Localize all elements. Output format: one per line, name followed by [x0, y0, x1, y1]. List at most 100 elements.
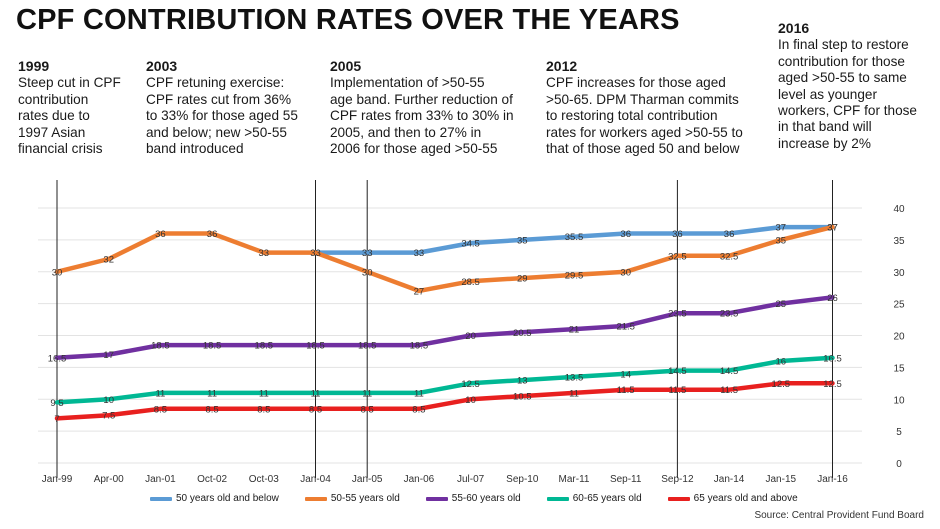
data-label: 26: [827, 293, 838, 304]
y-tick-label: 15: [893, 363, 905, 374]
data-label: 11: [362, 388, 372, 399]
data-label: 20.5: [513, 328, 532, 339]
data-label: 18.5: [306, 341, 325, 352]
data-label: 32.5: [720, 251, 739, 262]
legend-label: 55-60 years old: [451, 493, 521, 504]
series-line: [54, 295, 835, 361]
legend-item: 60-65 years old: [546, 493, 642, 504]
x-tick-label: Oct-02: [197, 474, 227, 485]
note-text: Implementation of >50-55 age band. Furth…: [330, 75, 514, 157]
data-label: 11: [207, 388, 217, 399]
data-label: 13: [517, 376, 528, 387]
x-tick-label: Jan-04: [300, 474, 331, 485]
data-label: 16: [776, 357, 787, 368]
data-label: 7: [54, 414, 59, 425]
x-tick-label: Oct-03: [249, 474, 279, 485]
y-tick-label: 40: [893, 204, 905, 215]
data-label: 10.5: [513, 392, 532, 403]
legend-swatch: [546, 496, 569, 501]
x-tick-label: Apr-00: [94, 474, 124, 485]
data-label: 21.5: [616, 321, 635, 332]
note-year: 1999: [18, 58, 50, 74]
data-label: 18.5: [255, 341, 274, 352]
legend-swatch: [304, 496, 327, 501]
data-label: 10: [465, 395, 476, 406]
note-year: 2016: [778, 20, 810, 36]
x-tick-label: Jan-16: [817, 474, 848, 485]
x-tick-label: Jul-07: [457, 474, 485, 485]
series-line: [54, 381, 835, 421]
note-year: 2003: [146, 58, 178, 74]
x-tick-label: Mar-11: [559, 474, 590, 485]
note-2003: 2003 CPF retuning exercise: CPF rates cu…: [146, 58, 326, 157]
data-label: 16.5: [823, 353, 842, 364]
data-label: 28.5: [461, 277, 480, 288]
data-label: 7.5: [102, 411, 115, 422]
note-text: CPF increases for those aged >50-65. DPM…: [546, 75, 743, 157]
data-label: 20: [465, 331, 476, 342]
data-label: 32: [103, 255, 114, 266]
data-label: 14: [620, 369, 631, 380]
legend-label: 60-65 years old: [572, 493, 642, 504]
chart-legend: 50 years old and below 50-55 years old 55-…: [150, 493, 824, 504]
data-label: 29.5: [565, 270, 584, 281]
data-label: 9.5: [50, 398, 63, 409]
data-label: 12.5: [772, 379, 791, 390]
x-tick-label: Sep-12: [661, 474, 694, 485]
legend-item: 55-60 years old: [425, 493, 521, 504]
data-label: 18.5: [203, 341, 222, 352]
legend-swatch: [425, 496, 448, 501]
chart-title: CPF CONTRIBUTION RATES OVER THE YEARS: [16, 4, 680, 36]
x-tick-label: Sep-11: [610, 474, 642, 485]
data-label: 36: [724, 229, 735, 240]
legend-swatch: [150, 496, 172, 501]
data-label: 35: [776, 235, 787, 246]
y-tick-label: 20: [893, 332, 905, 343]
note-2012: 2012 CPF increases for those aged >50-65…: [546, 58, 771, 157]
data-label: 35: [517, 235, 528, 246]
x-tick-label: Jan-05: [352, 474, 383, 485]
data-label: 18.5: [410, 341, 429, 352]
data-label: 8.5: [309, 404, 322, 415]
y-tick-label: 35: [893, 236, 905, 247]
data-label: 17: [103, 350, 114, 361]
data-label: 36: [672, 229, 683, 240]
data-label: 23.5: [720, 309, 739, 320]
x-tick-label: Jan-06: [404, 474, 435, 485]
legend-item: 50 years old and below: [150, 493, 279, 504]
data-label: 13.5: [565, 372, 584, 383]
data-label: 14.5: [720, 366, 739, 377]
data-label: 18.5: [358, 341, 377, 352]
data-label: 8.5: [361, 404, 374, 415]
data-label: 33: [362, 248, 373, 259]
legend-label: 65 years old and above: [693, 493, 798, 504]
data-label: 27: [414, 286, 425, 297]
data-label: 36: [155, 229, 166, 240]
series-line: [54, 224, 835, 294]
data-label: 33: [259, 248, 270, 259]
data-label: 14.5: [668, 366, 687, 377]
data-label: 29: [517, 274, 528, 285]
y-tick-label: 5: [896, 427, 902, 438]
data-label: 12.5: [461, 379, 480, 390]
data-label: 30: [362, 267, 373, 278]
data-label: 11.5: [617, 385, 635, 396]
data-label: 37: [827, 223, 838, 234]
data-label: 21: [569, 325, 580, 336]
x-tick-label: Jan-01: [145, 474, 176, 485]
note-text: Steep cut in CPF contribution rates due …: [18, 75, 121, 157]
data-label: 37: [776, 223, 787, 234]
data-label: 36: [620, 229, 631, 240]
data-label: 36: [207, 229, 218, 240]
y-tick-label: 0: [896, 459, 902, 470]
data-label: 8.5: [257, 404, 270, 415]
data-label: 8.5: [412, 404, 425, 415]
data-label: 8.5: [154, 404, 167, 415]
data-label: 11: [414, 388, 424, 399]
data-label: 10: [103, 395, 114, 406]
legend-item: 50-55 years old: [304, 493, 400, 504]
note-text: In final step to restore contribution fo…: [778, 37, 917, 151]
legend-label: 50-55 years old: [330, 493, 400, 504]
x-tick-label: Sep-10: [506, 474, 539, 485]
